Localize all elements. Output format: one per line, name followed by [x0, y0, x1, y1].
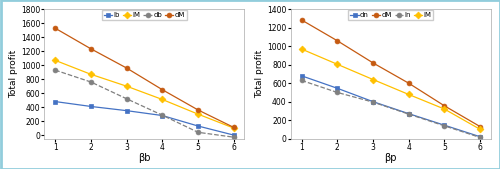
- dn: [477, 136, 483, 138]
- IM: [230, 127, 236, 129]
- Line: dM: dM: [53, 26, 236, 130]
- dM: [124, 67, 130, 69]
- Ib: [88, 105, 94, 107]
- Line: IM: IM: [53, 58, 236, 130]
- db: [230, 136, 236, 138]
- Ib: [195, 125, 201, 127]
- dn: [442, 124, 448, 126]
- ln: [406, 113, 411, 115]
- Ib: [230, 134, 236, 136]
- dn: [406, 113, 411, 115]
- lM: [334, 63, 340, 65]
- IM: [88, 73, 94, 75]
- db: [124, 98, 130, 100]
- db: [195, 131, 201, 133]
- IM: [195, 113, 201, 115]
- Line: ln: ln: [299, 78, 482, 140]
- dM: [195, 109, 201, 111]
- db: [88, 81, 94, 83]
- dM: [370, 62, 376, 64]
- dM: [230, 126, 236, 128]
- Line: lM: lM: [299, 47, 482, 132]
- Line: dM: dM: [299, 18, 482, 129]
- dM: [160, 89, 166, 91]
- Ib: [160, 115, 166, 117]
- dn: [370, 101, 376, 103]
- lM: [442, 108, 448, 110]
- Ib: [52, 101, 58, 103]
- dM: [406, 82, 411, 84]
- dM: [334, 40, 340, 42]
- X-axis label: βb: βb: [138, 153, 150, 163]
- Legend: dn, dM, ln, lM: dn, dM, ln, lM: [348, 10, 434, 20]
- lM: [406, 93, 411, 95]
- ln: [442, 125, 448, 127]
- Y-axis label: Total profit: Total profit: [9, 50, 18, 98]
- dM: [88, 48, 94, 50]
- dM: [52, 27, 58, 29]
- lM: [370, 78, 376, 80]
- ln: [334, 91, 340, 93]
- dn: [298, 75, 304, 77]
- Y-axis label: Total profit: Total profit: [256, 50, 264, 98]
- db: [160, 114, 166, 116]
- lM: [477, 128, 483, 130]
- IM: [160, 99, 166, 101]
- dM: [298, 19, 304, 21]
- Line: Ib: Ib: [53, 99, 236, 138]
- ln: [370, 101, 376, 103]
- Line: db: db: [53, 68, 236, 140]
- ln: [477, 136, 483, 138]
- Ib: [124, 110, 130, 112]
- X-axis label: βp: βp: [384, 153, 397, 163]
- dM: [442, 105, 448, 107]
- IM: [124, 85, 130, 87]
- Legend: Ib, IM, db, dM: Ib, IM, db, dM: [102, 10, 187, 20]
- db: [52, 69, 58, 71]
- dM: [477, 126, 483, 128]
- ln: [298, 79, 304, 81]
- IM: [52, 59, 58, 61]
- lM: [298, 48, 304, 50]
- dn: [334, 87, 340, 89]
- Line: dn: dn: [299, 73, 482, 139]
